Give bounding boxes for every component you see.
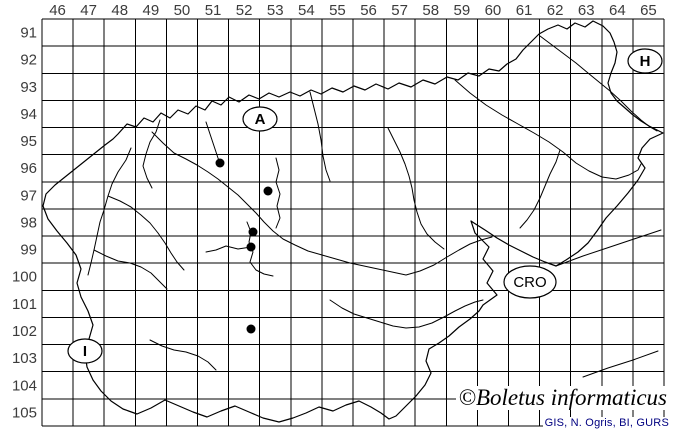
country-label-croatia: CRO bbox=[503, 265, 557, 299]
copyright-text: ©Boletus informaticus bbox=[455, 385, 670, 411]
country-text-austria: A bbox=[255, 111, 266, 128]
grid-row-labels: 91 92 93 94 95 96 97 98 99 100 101 102 103 104 105 bbox=[12, 25, 37, 422]
credits-text: GIS, N. Ogris, BI, GURS bbox=[542, 417, 671, 429]
grid-column-label: 48 bbox=[111, 2, 128, 19]
country-text-italy: I bbox=[83, 343, 87, 360]
river-sotla-extension bbox=[555, 229, 662, 267]
occurrence-dot bbox=[246, 324, 256, 334]
country-labels: A H CRO I bbox=[67, 48, 663, 364]
country-ellipse-croatia bbox=[503, 265, 557, 299]
grid-row-label: 103 bbox=[12, 350, 37, 367]
river-tributary-nw bbox=[142, 119, 161, 189]
occurrence-dot bbox=[248, 227, 258, 237]
river-savinja bbox=[387, 127, 445, 250]
river-idrijca bbox=[107, 195, 185, 271]
occurrence-dot bbox=[215, 158, 225, 168]
grid-row-label: 93 bbox=[20, 79, 37, 96]
grid-column-label: 56 bbox=[360, 2, 377, 19]
grid-row-label: 104 bbox=[12, 377, 37, 394]
country-ellipse-austria bbox=[242, 106, 278, 132]
river-drava bbox=[454, 79, 642, 180]
grid-column-label: 50 bbox=[174, 2, 191, 19]
grid-row-label: 100 bbox=[12, 269, 37, 286]
river-mura bbox=[539, 35, 658, 132]
grid-row-label: 101 bbox=[12, 296, 37, 313]
country-label-italy: I bbox=[67, 338, 103, 364]
river-soca bbox=[87, 147, 132, 276]
grid-row-label: 96 bbox=[20, 160, 37, 177]
grid-row-label: 91 bbox=[20, 25, 37, 42]
country-ellipse-hungary bbox=[627, 48, 663, 74]
occurrence-dot bbox=[263, 186, 273, 196]
grid-column-label: 65 bbox=[640, 2, 657, 19]
grid-row-label: 95 bbox=[20, 133, 37, 150]
country-label-hungary: H bbox=[627, 48, 663, 74]
grid-column-label: 59 bbox=[454, 2, 471, 19]
grid-column-label: 47 bbox=[80, 2, 97, 19]
grid-column-label: 49 bbox=[143, 2, 160, 19]
country-text-hungary: H bbox=[640, 53, 651, 70]
grid-column-label: 52 bbox=[236, 2, 253, 19]
grid-column-label: 55 bbox=[329, 2, 346, 19]
country-text-croatia: CRO bbox=[513, 274, 546, 291]
grid-column-labels: 46 47 48 49 50 51 52 53 54 55 56 57 58 59 60 61 62 63 64 65 bbox=[49, 2, 657, 19]
grid-row-label: 105 bbox=[12, 404, 37, 421]
country-ellipse-italy bbox=[67, 338, 103, 364]
grid-row-label: 92 bbox=[20, 52, 37, 69]
rivers bbox=[87, 35, 662, 378]
grid-column-label: 64 bbox=[609, 2, 626, 19]
grid-column-label: 54 bbox=[298, 2, 315, 19]
grid-row-label: 97 bbox=[20, 187, 37, 204]
slovenia-border-outline bbox=[42, 20, 664, 423]
country-border bbox=[42, 20, 664, 423]
grid-row-label: 98 bbox=[20, 214, 37, 231]
grid-column-label: 61 bbox=[516, 2, 533, 19]
river-kokra bbox=[309, 91, 331, 182]
river-vipava bbox=[93, 249, 168, 290]
grid-column-label: 46 bbox=[49, 2, 66, 19]
grid-column-label: 58 bbox=[422, 2, 439, 19]
grid-row-label: 99 bbox=[20, 242, 37, 259]
grid-lines bbox=[41, 18, 665, 427]
grid-column-label: 51 bbox=[205, 2, 222, 19]
grid-column-label: 53 bbox=[267, 2, 284, 19]
river-reka bbox=[149, 339, 217, 371]
grid-row-label: 102 bbox=[12, 323, 37, 340]
river-krka bbox=[329, 299, 484, 329]
grid-row-label: 94 bbox=[20, 106, 37, 123]
river-sava bbox=[151, 131, 493, 276]
country-label-austria: A bbox=[242, 106, 278, 132]
river-gradascica bbox=[205, 245, 252, 253]
river-dravinja bbox=[519, 149, 561, 229]
grid-column-label: 63 bbox=[578, 2, 595, 19]
grid-column-label: 62 bbox=[547, 2, 564, 19]
river-se-segment bbox=[582, 350, 659, 378]
grid-column-label: 60 bbox=[485, 2, 502, 19]
river-kamniska bbox=[275, 157, 281, 229]
grid-column-label: 57 bbox=[391, 2, 408, 19]
occurrence-dots bbox=[215, 158, 273, 334]
occurrence-dot bbox=[246, 242, 256, 252]
